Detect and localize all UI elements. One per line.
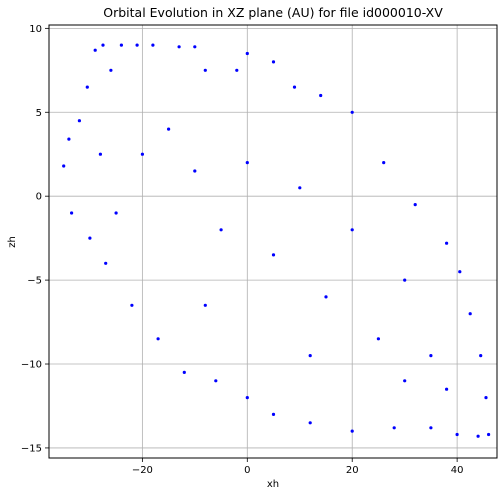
data-point (308, 354, 312, 358)
data-point (98, 152, 102, 156)
x-tick-label: 0 (244, 465, 250, 476)
data-point (193, 169, 197, 173)
data-point (214, 379, 218, 383)
chart-title: Orbital Evolution in XZ plane (AU) for f… (103, 5, 443, 20)
plot-frame (48, 24, 498, 459)
data-point (67, 137, 71, 141)
data-point (413, 203, 417, 207)
data-point (484, 396, 488, 400)
y-tick-label: −5 (27, 276, 42, 287)
data-point (88, 236, 92, 240)
grid-lines (49, 25, 497, 458)
data-point (193, 45, 197, 49)
data-point (119, 43, 123, 47)
data-point (203, 303, 207, 307)
data-point (308, 421, 312, 425)
data-point (403, 278, 407, 282)
data-point (271, 60, 276, 64)
y-tick-label: −15 (21, 443, 42, 454)
data-point (177, 45, 181, 49)
data-point (429, 426, 433, 430)
data-point (455, 432, 459, 437)
data-point (104, 261, 108, 265)
data-point (235, 68, 239, 72)
data-point (324, 295, 328, 299)
data-point (429, 354, 433, 358)
data-point (245, 396, 249, 400)
data-points (62, 43, 491, 438)
x-axis-label: xh (267, 479, 279, 490)
data-point (382, 161, 386, 165)
data-point (151, 43, 155, 47)
data-point (479, 354, 483, 358)
x-tick-label: 40 (451, 465, 464, 476)
data-point (392, 426, 396, 430)
data-point (85, 85, 89, 89)
data-point (376, 337, 380, 341)
data-point (203, 68, 207, 72)
data-point (445, 241, 449, 245)
data-point (101, 43, 105, 47)
y-axis-label: zh (7, 236, 18, 248)
data-point (245, 161, 249, 165)
data-point (77, 119, 81, 123)
data-point (62, 164, 66, 168)
axis-ticks: −20 0 20 40 −15 −10 −5 0 5 10 (21, 24, 464, 476)
data-point (350, 429, 354, 433)
data-point (182, 370, 186, 374)
data-point (487, 432, 491, 437)
data-point (458, 270, 462, 274)
data-point (140, 152, 144, 156)
data-point (93, 48, 97, 52)
data-point (167, 127, 171, 131)
data-point (245, 51, 249, 56)
data-point (445, 387, 449, 391)
data-point (350, 228, 354, 232)
data-point (130, 303, 134, 307)
data-point (114, 211, 118, 215)
data-point (319, 93, 323, 98)
data-point (135, 43, 139, 47)
data-point (403, 379, 407, 383)
y-tick-label: 5 (36, 108, 42, 119)
data-point (292, 85, 297, 89)
y-tick-label: −10 (21, 360, 42, 371)
data-point (219, 228, 223, 232)
data-point (156, 337, 160, 341)
x-tick-label: 20 (346, 465, 359, 476)
data-point (298, 186, 302, 190)
data-point (70, 211, 74, 215)
data-point (468, 312, 472, 316)
x-tick-label: −20 (132, 465, 153, 476)
data-point (271, 412, 276, 416)
data-point (476, 434, 480, 438)
y-tick-label: 0 (36, 192, 42, 203)
y-tick-label: 10 (29, 24, 42, 35)
data-point (350, 110, 354, 114)
data-point (109, 68, 113, 72)
data-point (271, 253, 276, 257)
